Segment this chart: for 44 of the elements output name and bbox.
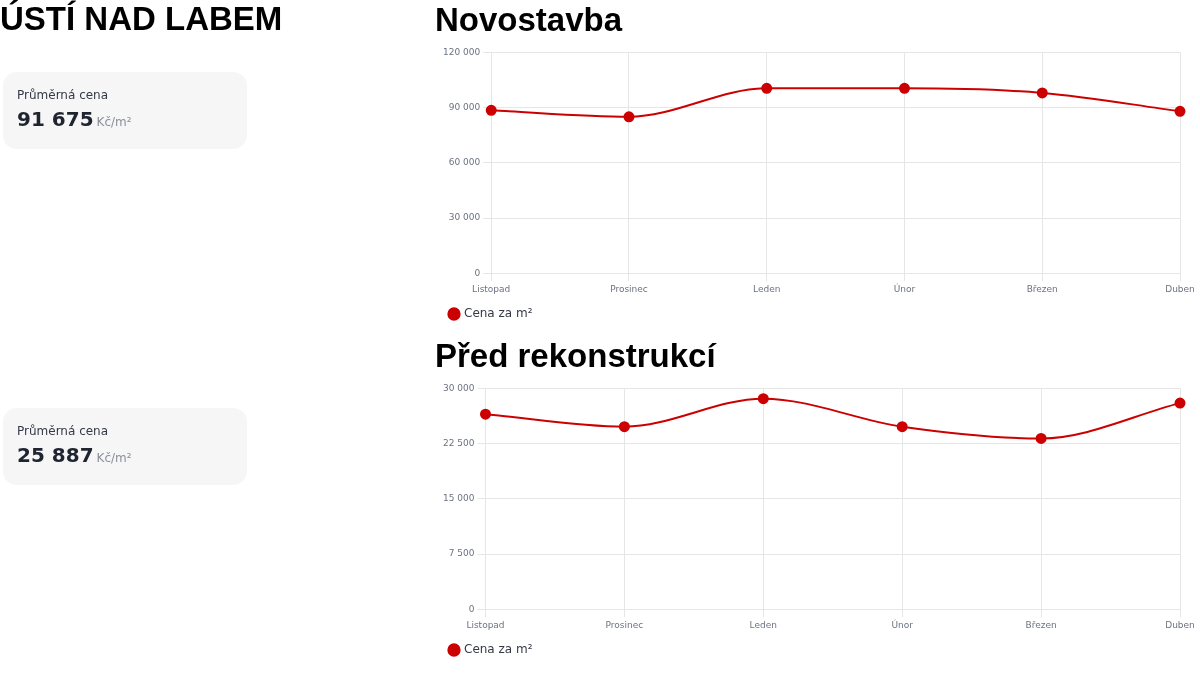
x-tick-label: Prosinec (605, 619, 644, 630)
y-tick-label: 30 000 (448, 212, 481, 223)
legend-label: Cena za m² (464, 306, 533, 321)
x-tick-label: Březen (1026, 283, 1058, 294)
x-tick-label: Leden (749, 619, 777, 630)
text: ÚSTÍ NAD LABEM (0, 0, 283, 38)
text: 25 887 (17, 443, 94, 467)
point (1174, 105, 1186, 117)
point (618, 421, 630, 433)
y-tick-label: 120 000 (443, 46, 481, 57)
x-tick-label: Listopad (472, 283, 511, 294)
x-tick-label: Únor (893, 282, 916, 294)
chart-title: Před rekonstrukcí (435, 336, 718, 376)
legend-label: Cena za m² (464, 642, 533, 657)
point (479, 408, 491, 420)
y-tick-label: 30 000 (442, 382, 475, 393)
point (623, 111, 635, 123)
y-tick-label: 0 (468, 603, 475, 614)
x-tick-label: Únor (891, 618, 914, 630)
y-tick-label: 22 500 (442, 437, 475, 448)
point (1035, 432, 1047, 444)
text: 91 675 (17, 107, 94, 131)
x-tick-label: Duben (1165, 619, 1195, 630)
x-tick-label: Leden (753, 283, 781, 294)
point (898, 82, 910, 94)
y-tick-label: 7 500 (448, 548, 475, 559)
x-tick-label: Březen (1025, 619, 1057, 630)
x-tick-label: Listopad (466, 619, 505, 630)
x-tick-label: Prosinec (610, 283, 648, 294)
point (896, 421, 908, 433)
text: Kč/m² (96, 115, 132, 129)
point (761, 82, 773, 94)
x-tick-label: Duben (1165, 283, 1195, 294)
chart-title: Novostavba (435, 0, 624, 40)
point (1174, 397, 1186, 409)
point (757, 393, 769, 405)
y-tick-label: 15 000 (442, 493, 475, 504)
y-tick-label: 90 000 (448, 101, 481, 112)
text: Kč/m² (96, 451, 132, 465)
text: Průměrná cena (17, 88, 109, 102)
y-tick-label: 60 000 (448, 157, 481, 168)
point (1036, 87, 1048, 99)
y-tick-label: 0 (474, 267, 481, 278)
text: Průměrná cena (17, 424, 109, 438)
